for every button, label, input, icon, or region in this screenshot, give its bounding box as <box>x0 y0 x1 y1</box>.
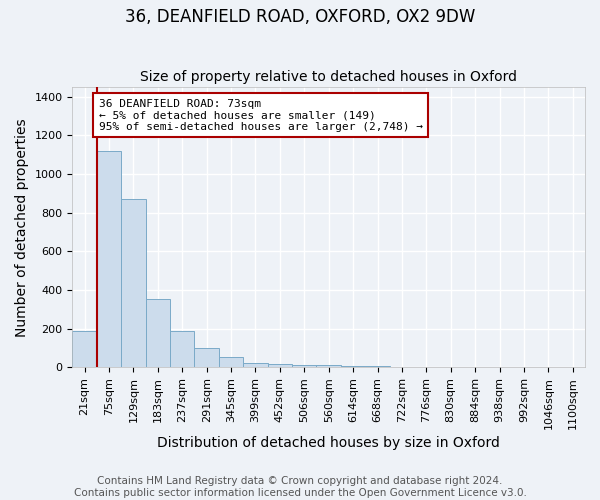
Y-axis label: Number of detached properties: Number of detached properties <box>15 118 29 336</box>
Bar <box>146 299 170 368</box>
Bar <box>194 348 219 368</box>
Bar <box>365 366 390 368</box>
Bar <box>219 357 243 368</box>
Bar <box>73 330 97 368</box>
Title: Size of property relative to detached houses in Oxford: Size of property relative to detached ho… <box>140 70 517 85</box>
Bar <box>341 366 365 368</box>
Text: 36 DEANFIELD ROAD: 73sqm
← 5% of detached houses are smaller (149)
95% of semi-d: 36 DEANFIELD ROAD: 73sqm ← 5% of detache… <box>99 98 423 132</box>
Bar <box>97 151 121 368</box>
Bar <box>292 364 316 368</box>
Bar <box>316 365 341 368</box>
Bar <box>170 330 194 368</box>
Text: 36, DEANFIELD ROAD, OXFORD, OX2 9DW: 36, DEANFIELD ROAD, OXFORD, OX2 9DW <box>125 8 475 26</box>
X-axis label: Distribution of detached houses by size in Oxford: Distribution of detached houses by size … <box>157 436 500 450</box>
Text: Contains HM Land Registry data © Crown copyright and database right 2024.
Contai: Contains HM Land Registry data © Crown c… <box>74 476 526 498</box>
Bar <box>121 199 146 368</box>
Bar <box>243 363 268 368</box>
Bar <box>268 364 292 368</box>
